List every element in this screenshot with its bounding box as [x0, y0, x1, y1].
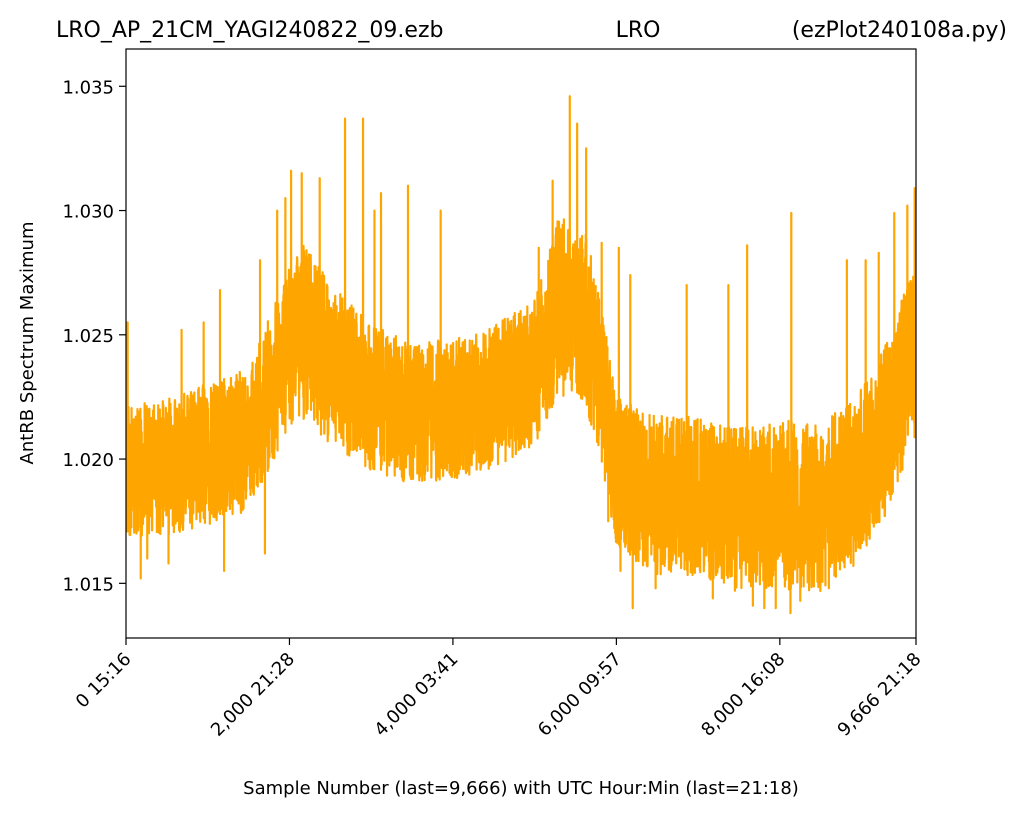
plot-area	[125, 48, 917, 639]
y-axis: 1.015 1.020 1.025 1.030 1.035	[62, 77, 126, 595]
x-tick-label: 4,000 03:41	[370, 649, 462, 741]
chart-title-right: (ezPlot240108a.py)	[792, 18, 1007, 43]
y-tick-label: 1.020	[62, 450, 114, 471]
y-tick-label: 1.025	[62, 326, 114, 347]
series-line	[126, 95, 916, 615]
x-axis-label: Sample Number (last=9,666) with UTC Hour…	[243, 778, 799, 799]
chart-title-center: LRO	[616, 18, 661, 43]
series-group	[126, 95, 916, 615]
x-tick-label: 9,666 21:18	[834, 649, 926, 741]
y-tick-label: 1.035	[62, 77, 114, 98]
x-tick-label: 6,000 09:57	[534, 649, 626, 741]
y-tick-label: 1.030	[62, 202, 114, 223]
chart-title-left: LRO_AP_21CM_YAGI240822_09.ezb	[56, 18, 443, 43]
y-tick-label: 1.015	[62, 574, 114, 595]
x-tick-label: 8,000 16:08	[697, 649, 789, 741]
x-axis: 0 15:16 2,000 21:28 4,000 03:41 6,000 09:57…	[72, 638, 926, 741]
x-tick-label: 2,000 21:28	[207, 649, 299, 741]
x-tick-label: 0 15:16	[72, 649, 136, 713]
y-axis-label: AntRB Spectrum Maximum	[17, 222, 38, 465]
plot-frame	[125, 48, 917, 639]
